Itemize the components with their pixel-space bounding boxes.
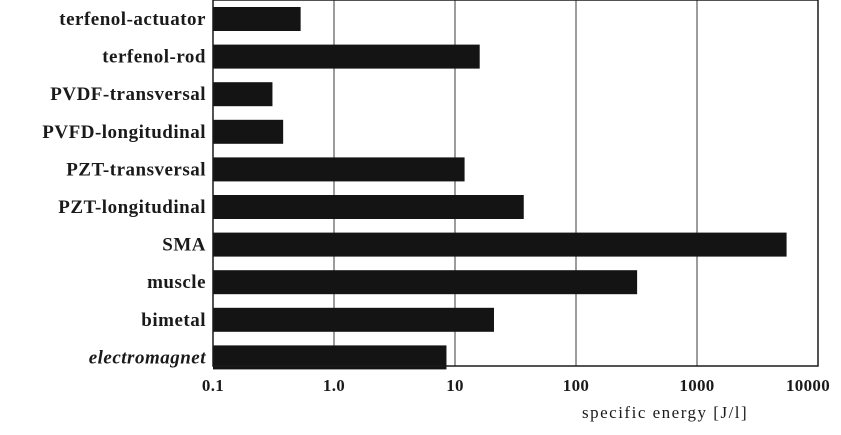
bar-bimetal xyxy=(213,307,494,332)
bar-pvfd-longitudinal xyxy=(213,119,284,144)
x-tick-label: 100 xyxy=(563,376,589,395)
x-axis-title: specific energy [J/l] xyxy=(582,403,748,422)
bar-pzt-transversal xyxy=(213,157,465,182)
x-tick-labels: 0.1 1.0 10 100 1000 10000 xyxy=(202,376,830,395)
category-label: PZT-longitudinal xyxy=(58,197,206,218)
plot-frame xyxy=(212,0,819,367)
bar-sma xyxy=(213,232,787,257)
bar-terfenol-rod xyxy=(213,44,480,69)
category-label: terfenol-rod xyxy=(102,47,206,68)
bar-pvdf-transversal xyxy=(213,82,273,107)
x-tick-label: 0.1 xyxy=(202,376,224,395)
bar-muscle xyxy=(213,270,638,295)
x-tick-label: 1000 xyxy=(679,376,714,395)
category-label: electromagnet xyxy=(89,347,207,368)
category-label: bimetal xyxy=(141,310,206,331)
category-label: terfenol-actuator xyxy=(59,9,206,30)
category-label: PVFD-longitudinal xyxy=(42,122,206,143)
bar-pzt-longitudinal xyxy=(213,195,524,219)
bar-terfenol-actuator xyxy=(213,7,301,31)
x-tick-label: 1.0 xyxy=(323,376,345,395)
category-label: muscle xyxy=(147,272,206,293)
category-label: PVDF-transversal xyxy=(50,84,206,105)
category-labels: terfenol-actuator terfenol-rod PVDF-transv… xyxy=(42,9,207,368)
x-tick-label: 10000 xyxy=(786,376,830,395)
bars xyxy=(213,7,787,370)
category-label: PZT-transversal xyxy=(66,159,206,180)
x-tick-label: 10 xyxy=(446,376,464,395)
category-label: SMA xyxy=(162,235,206,256)
